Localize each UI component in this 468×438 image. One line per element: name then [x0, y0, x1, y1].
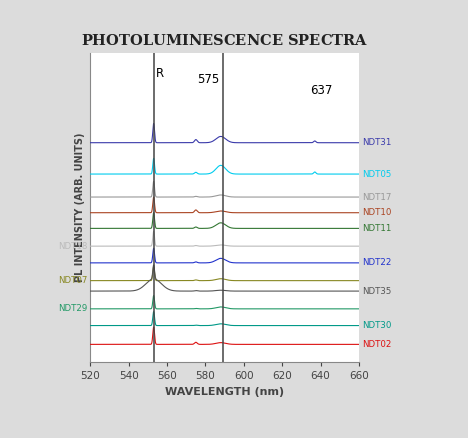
Text: NDT18: NDT18: [58, 242, 88, 251]
Text: NDT30: NDT30: [362, 321, 391, 330]
Text: NDT05: NDT05: [362, 170, 391, 179]
Text: NDT22: NDT22: [362, 258, 391, 267]
Text: NDT02: NDT02: [362, 340, 391, 349]
Text: 637: 637: [310, 84, 332, 97]
Text: NDT10: NDT10: [362, 208, 391, 217]
Text: NDT35: NDT35: [362, 286, 391, 296]
Text: NDT31: NDT31: [362, 138, 391, 147]
Text: R: R: [155, 67, 164, 80]
Text: NDT11: NDT11: [362, 224, 391, 233]
Text: NDT17: NDT17: [362, 193, 391, 201]
Text: NDT07: NDT07: [58, 276, 88, 285]
Text: 575: 575: [197, 73, 219, 86]
Text: NDT29: NDT29: [58, 304, 88, 313]
Title: $\mathregular{P}$HOTOLUMINESCENCE $\mathregular{S}$PECTRA: $\mathregular{P}$HOTOLUMINESCENCE $\math…: [81, 32, 368, 47]
Y-axis label: PL INTENSITY (ARB. UNITS): PL INTENSITY (ARB. UNITS): [75, 133, 85, 282]
X-axis label: WAVELENGTH (nm): WAVELENGTH (nm): [165, 387, 284, 397]
